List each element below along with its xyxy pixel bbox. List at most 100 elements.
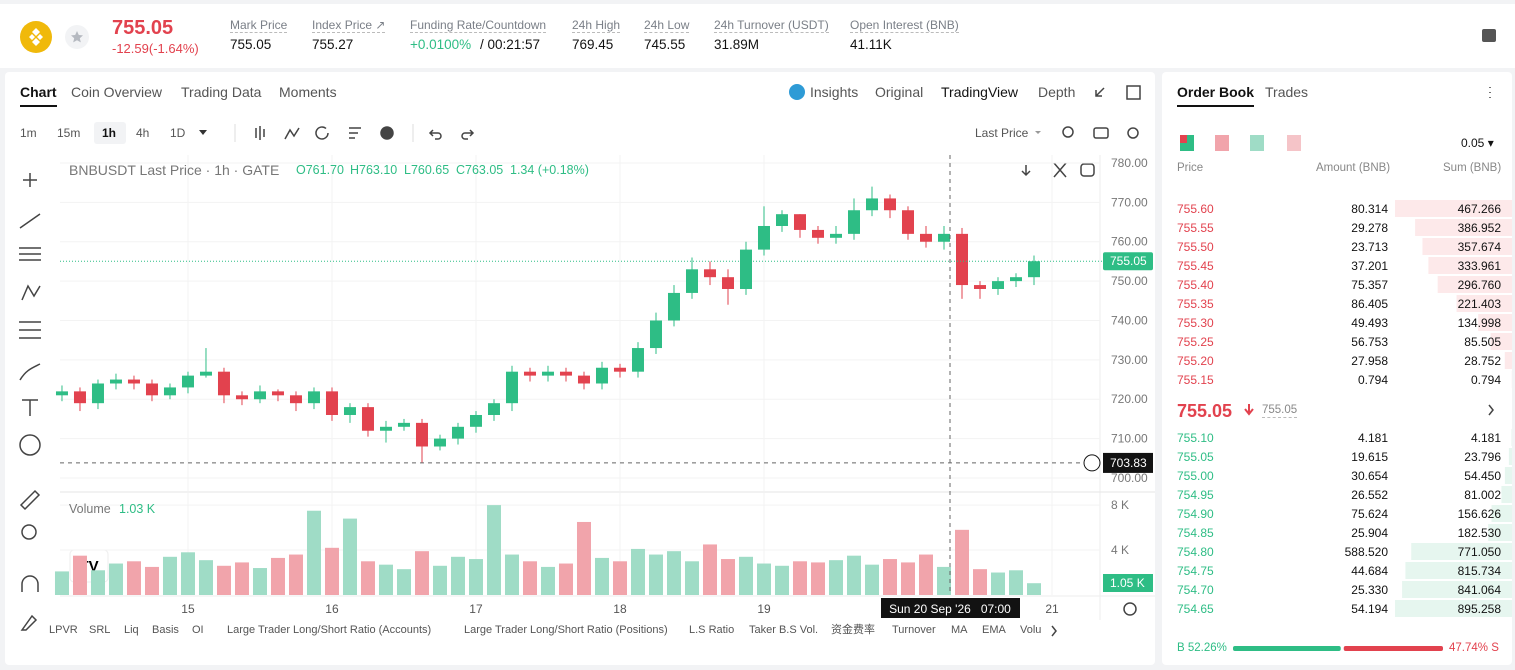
indicator[interactable]: Volu xyxy=(1020,625,1042,636)
candle-body xyxy=(55,391,68,396)
candle-body xyxy=(559,371,572,376)
y-tick-label: 750.00 xyxy=(1111,274,1148,288)
view-tab[interactable]: Depth xyxy=(1038,84,1076,100)
emoji-tool[interactable] xyxy=(19,434,41,456)
volume-tick-label: 4 K xyxy=(1111,543,1129,557)
book-price: 755.50 xyxy=(1177,240,1214,254)
candle-body xyxy=(397,422,410,427)
indicator[interactable]: OI xyxy=(192,624,204,636)
search-icon[interactable] xyxy=(1062,126,1074,138)
expand-icon[interactable] xyxy=(1096,86,1104,96)
zoom-tool[interactable] xyxy=(21,524,37,540)
volume-bar xyxy=(162,556,177,595)
indicator[interactable]: Liq xyxy=(124,624,139,636)
indicator[interactable]: Turnover xyxy=(892,624,936,636)
candle-body xyxy=(487,403,500,415)
add-icon[interactable] xyxy=(380,126,394,140)
book-amount: 588.520 xyxy=(1344,545,1388,559)
indicator[interactable]: MA xyxy=(951,624,968,636)
candle-body xyxy=(901,210,914,234)
book-amount: 37.201 xyxy=(1351,259,1388,273)
volume-legend: Volume xyxy=(69,502,111,516)
candle-body xyxy=(181,375,194,388)
view-tab[interactable]: Original xyxy=(875,84,924,100)
indicator[interactable]: Large Trader Long/Short Ratio (Accounts) xyxy=(227,624,432,636)
indicator[interactable]: EMA xyxy=(982,624,1006,636)
chart-settings[interactable] xyxy=(1123,602,1137,616)
indicator[interactable]: Large Trader Long/Short Ratio (Positions… xyxy=(464,624,668,636)
candle-body xyxy=(415,422,428,447)
book-step[interactable]: 0.05 ▾ xyxy=(1461,136,1494,150)
book-sum: 182.530 xyxy=(1457,526,1501,540)
interval[interactable]: 1h xyxy=(102,126,117,140)
panel-icon[interactable] xyxy=(1482,29,1496,42)
stat-value: 755.05 xyxy=(230,37,272,52)
chart-tab[interactable]: Trading Data xyxy=(181,84,262,100)
book-sum: 333.961 xyxy=(1457,259,1501,273)
indicator-icon[interactable] xyxy=(284,127,300,140)
book-price: 754.80 xyxy=(1177,545,1214,559)
indicator[interactable]: SRL xyxy=(89,624,111,636)
view-tab[interactable]: Insights xyxy=(810,84,859,100)
camera-icon[interactable] xyxy=(1093,127,1109,139)
view-tab[interactable]: TradingView xyxy=(941,84,1019,100)
interval[interactable]: 1m xyxy=(20,126,37,140)
down-arrow xyxy=(1244,404,1254,416)
col-price: Price xyxy=(1177,162,1204,174)
dropdown-arrow xyxy=(199,130,207,135)
candle-body xyxy=(145,383,158,396)
book-view-alt[interactable] xyxy=(1287,135,1301,151)
col-amount: Amount (BNB) xyxy=(1316,162,1391,174)
candle-body xyxy=(505,371,518,404)
ruler-tool[interactable] xyxy=(19,489,41,511)
book-view-bid[interactable] xyxy=(1250,135,1264,151)
interval[interactable]: 15m xyxy=(57,126,81,140)
indicator[interactable]: Taker B.S Vol. xyxy=(749,624,819,636)
candle-body xyxy=(289,395,302,404)
y-tick-label: 700.00 xyxy=(1111,471,1148,485)
refresh-icon[interactable] xyxy=(315,126,329,140)
indicator[interactable]: 资金费率 xyxy=(831,624,875,636)
magnet-tool[interactable] xyxy=(20,575,39,631)
depth-bar xyxy=(1491,505,1512,522)
template-icon[interactable] xyxy=(349,127,361,139)
volume-tick-label: 8 K xyxy=(1111,498,1129,512)
stat-value: 769.45 xyxy=(572,37,614,52)
chart-tool-icons[interactable] xyxy=(23,162,1067,187)
drawing-tools[interactable] xyxy=(19,213,41,416)
x-tick-label: 17 xyxy=(469,602,483,616)
y-tick-label: 760.00 xyxy=(1111,235,1148,249)
volume-bar xyxy=(234,562,249,595)
chart-tab[interactable]: Coin Overview xyxy=(71,84,163,100)
chart-tab[interactable]: Chart xyxy=(20,85,57,107)
fullscreen-icon[interactable] xyxy=(1080,163,1095,177)
book-tab[interactable]: Order Book xyxy=(1177,85,1255,107)
book-price: 755.45 xyxy=(1177,259,1214,273)
book-tab[interactable]: Trades xyxy=(1265,84,1309,100)
depth-bar xyxy=(1415,219,1512,236)
indicator[interactable]: Basis xyxy=(152,624,179,636)
volume-bar xyxy=(90,570,105,595)
settings-icon[interactable] xyxy=(1127,127,1139,139)
interval[interactable]: 4h xyxy=(136,126,150,140)
volume-tag xyxy=(1103,574,1153,592)
price-type[interactable]: Last Price xyxy=(975,126,1029,140)
candle-body xyxy=(577,375,590,384)
candle-type-icon[interactable] xyxy=(255,126,265,140)
indicator[interactable]: L.S Ratio xyxy=(689,624,735,636)
book-price: 755.40 xyxy=(1177,278,1214,292)
window-icon[interactable] xyxy=(1126,85,1141,100)
chart-tab[interactable]: Moments xyxy=(279,84,337,100)
more-icons[interactable] xyxy=(1051,87,1494,637)
volume-bar xyxy=(1008,570,1023,595)
stat-value: 745.55 xyxy=(644,37,686,52)
stat-label: 24h Turnover (USDT) xyxy=(714,18,829,33)
volume-bar xyxy=(702,544,717,595)
volume-bar xyxy=(504,554,519,595)
interval[interactable]: 1D xyxy=(170,126,186,140)
book-view-ask[interactable] xyxy=(1215,135,1229,151)
undo-redo[interactable] xyxy=(428,129,475,140)
chart-legend: BNBUSDT Last Price · 1h · GATE xyxy=(69,162,280,178)
indicator[interactable]: LPVR xyxy=(49,624,78,636)
candle-body xyxy=(865,198,878,211)
